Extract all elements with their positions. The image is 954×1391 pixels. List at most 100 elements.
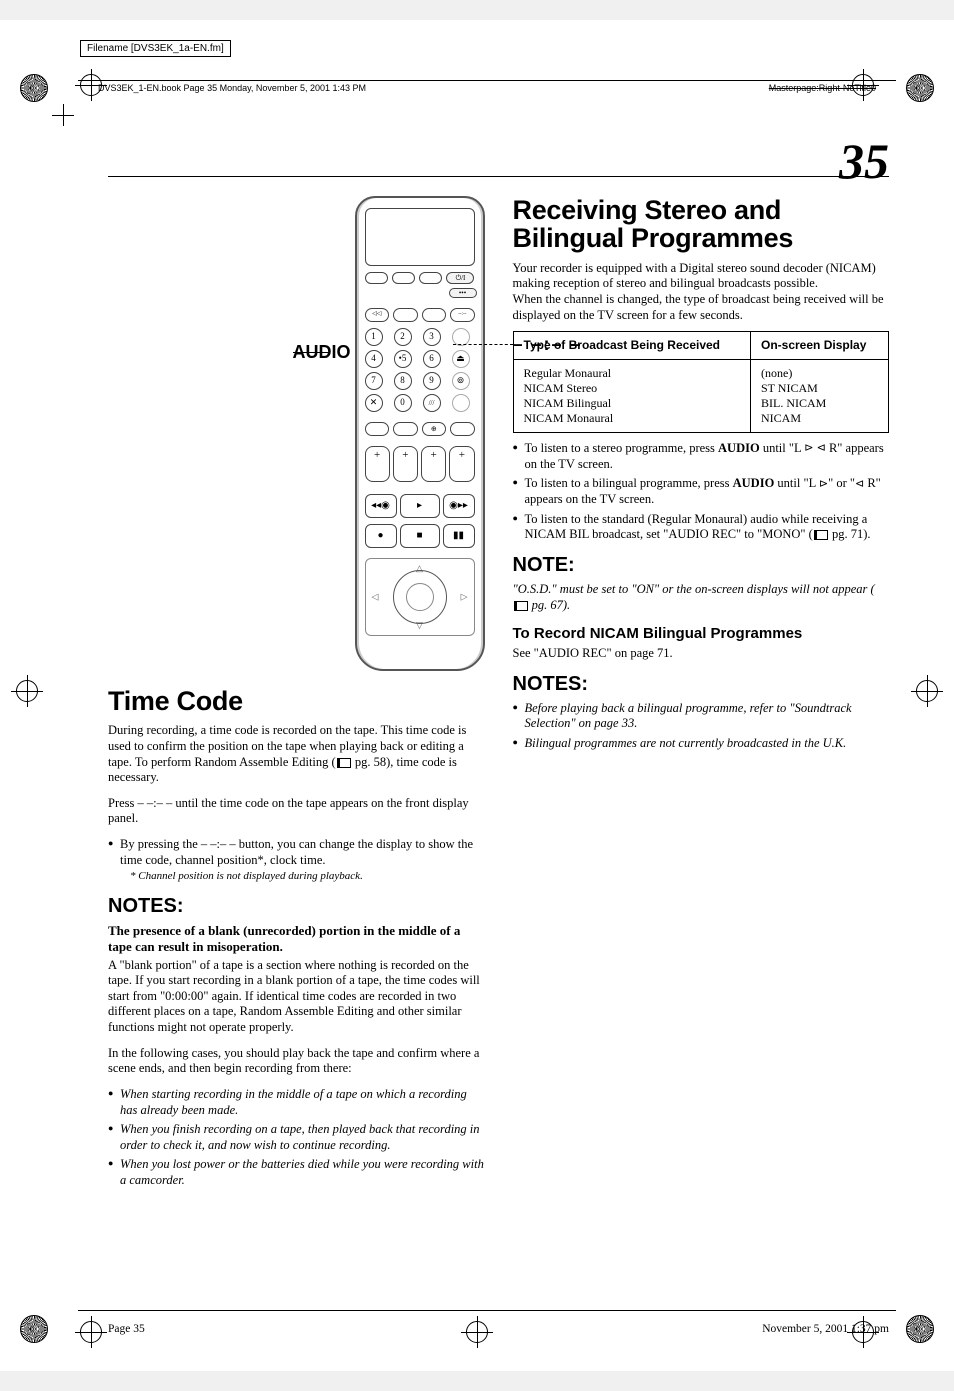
remote-rocker: + [393, 446, 418, 482]
list-item: Bilingual programmes are not currently b… [513, 736, 890, 752]
page: Filename [DVS3EK_1a-EN.fm] DVS3EK_1-EN.b… [0, 20, 954, 1371]
remote-rocker: + [365, 446, 390, 482]
audio-callout-line [293, 352, 328, 353]
remote-screen [365, 208, 475, 266]
footer: Page 35 November 5, 2001 1:37 pm [108, 1323, 889, 1335]
receiving-intro2: When the channel is changed, the type of… [513, 292, 890, 323]
remote-key-3: 3 [423, 328, 441, 346]
remote-row-top: ⏻/I [365, 272, 475, 284]
speaker-right-icon: ⊲ [817, 442, 826, 456]
remote-pill: ⊕ [422, 422, 447, 436]
list-item: To listen to the standard (Regular Monau… [513, 512, 890, 543]
remote-rocker: + [421, 446, 446, 482]
notes-heading-2: NOTES: [513, 672, 890, 697]
remote-key-2: 2 [394, 328, 412, 346]
remote-key-aux: /// [423, 394, 441, 412]
remote-pause: ▮▮ [443, 524, 475, 548]
remote-pill [365, 422, 390, 436]
remote-pill [393, 422, 418, 436]
content-columns: AUDIO – –:– – ⏻/I [108, 196, 889, 1193]
remote-ff: ◉▸▸ [443, 494, 475, 518]
text: until "L [760, 441, 805, 455]
remote-row-pills: ◁◁ --:-- [365, 308, 475, 322]
note-body: "O.S.D." must be set to "ON" or the on-s… [513, 582, 890, 613]
masterpage-label: Masterpage:Right-NoTitle0 [769, 83, 876, 93]
speaker-left-icon: ⊳ [804, 442, 813, 456]
text: NICAM Monaural [524, 411, 741, 426]
remote-audio-button: ◁◁ [365, 308, 390, 322]
footer-page: Page 35 [108, 1323, 145, 1335]
time-code-bullets: By pressing the – –:– – button, you can … [108, 837, 485, 884]
page-number: 35 [839, 132, 889, 190]
book-header-rule: DVS3EK_1-EN.book Page 35 Monday, Novembe… [78, 80, 896, 93]
content-top-rule [108, 176, 889, 177]
list-item: When starting recording in the middle of… [108, 1087, 485, 1118]
text: Regular Monaural [524, 366, 741, 381]
remote-key-5: •5 [394, 350, 412, 368]
remote-key-9: 9 [423, 372, 441, 390]
text: BIL. NICAM [761, 396, 878, 411]
remote-row: ••• [365, 288, 475, 302]
remote-pill [422, 308, 447, 322]
remote-key-7: 7 [365, 372, 383, 390]
text: "O.S.D." must be set to "ON" or the on-s… [513, 582, 875, 596]
text-bold: AUDIO [718, 441, 760, 455]
remote-small-button: ••• [449, 288, 477, 298]
receiving-intro1: Your recorder is equipped with a Digital… [513, 261, 890, 292]
remote-transport-row2: ● ■ ▮▮ [365, 524, 475, 548]
remote-figure: AUDIO – –:– – ⏻/I [108, 196, 485, 671]
reg-mark-starburst-tr [906, 74, 934, 102]
list-item: To listen to a bilingual programme, pres… [513, 476, 890, 507]
remote-illustration: – –:– – ⏻/I ••• ◁◁ [355, 196, 485, 671]
filename-box: Filename [DVS3EK_1a-EN.fm] [80, 40, 231, 57]
list-item: When you finish recording on a tape, the… [108, 1122, 485, 1153]
text: " or " [828, 476, 855, 490]
remote-key-side [452, 394, 470, 412]
remote-rocker-row: + + + + [365, 446, 475, 482]
remote-key-side: ⊚ [452, 372, 470, 390]
remote-key-4: 4 [365, 350, 383, 368]
remote-power-button: ⏻/I [446, 272, 474, 284]
page-ref-icon [814, 530, 828, 540]
text: NICAM Stereo [524, 381, 741, 396]
audio-instructions: To listen to a stereo programme, press A… [513, 441, 890, 543]
heading-receiving: Receiving Stereo and Bilingual Programme… [513, 196, 890, 253]
reg-mark-starburst-tl [20, 74, 48, 102]
text: ST NICAM [761, 381, 878, 396]
text: until "L [774, 476, 819, 490]
text: NICAM Bilingual [524, 396, 741, 411]
reg-mark-target-bl [80, 1321, 102, 1343]
table-header-2: On-screen Display [751, 332, 889, 360]
list-item: When you lost power or the batteries die… [108, 1157, 485, 1188]
table-cell: Regular Monaural NICAM Stereo NICAM Bili… [513, 360, 751, 433]
remote-key-side: ⏏ [452, 350, 470, 368]
notes-heading: NOTES: [108, 894, 485, 919]
list-item: To listen to a stereo programme, press A… [513, 441, 890, 472]
list-item: By pressing the – –:– – button, you can … [108, 837, 485, 884]
subline: See "AUDIO REC" on page 71. [513, 646, 890, 662]
remote-key-x: ✕ [365, 394, 383, 412]
left-column: AUDIO – –:– – ⏻/I [108, 196, 485, 1193]
reg-mark-target-mr [916, 680, 938, 702]
notes-para2: In the following cases, you should play … [108, 1046, 485, 1077]
remote-play: ▸ [400, 494, 440, 518]
footnote: * Channel position is not displayed duri… [120, 870, 485, 884]
remote-jog-dial [393, 570, 447, 624]
text-bold: AUDIO [733, 476, 775, 490]
remote-key-1: 1 [365, 328, 383, 346]
notes-list-2: Before playing back a bilingual programm… [513, 701, 890, 752]
notes-italic-list: When starting recording in the middle of… [108, 1087, 485, 1189]
text: By pressing the – –:– – button, you can … [120, 837, 473, 867]
heading-time-code: Time Code [108, 687, 485, 715]
remote-key-0: 0 [394, 394, 412, 412]
reg-mark-starburst-br [906, 1315, 934, 1343]
reg-mark-starburst-bl [20, 1315, 48, 1343]
text: (none) [761, 366, 878, 381]
footer-rule [78, 1310, 896, 1311]
list-item: Before playing back a bilingual programm… [513, 701, 890, 732]
note-heading: NOTE: [513, 553, 890, 578]
timecode-callout-label: – –:– – [512, 333, 582, 356]
footer-date: November 5, 2001 1:37 pm [762, 1323, 889, 1335]
remote-numpad: 1 2 3 4 •5 6 ⏏ 7 8 9 ⊚ ✕ 0 /// [365, 328, 475, 412]
text: NICAM [761, 411, 878, 426]
